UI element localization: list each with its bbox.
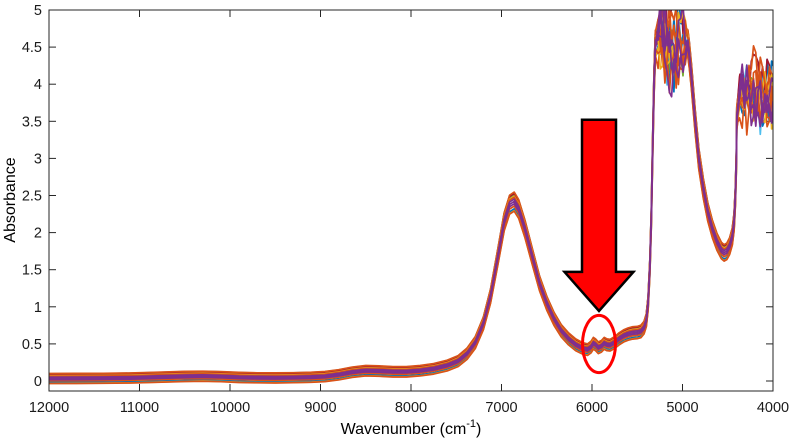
x-tick-label: 9000	[304, 400, 336, 416]
y-tick-label: 2	[34, 226, 42, 242]
highlight-ellipse-annotation	[581, 313, 617, 375]
spectrum-line	[49, 33, 773, 381]
y-tick-label: 3.5	[22, 114, 42, 130]
axes: 12000 11000 10000 9000 8000 7000 6000 5000 4000 0…	[22, 3, 789, 416]
down-arrow-annotation	[561, 118, 637, 313]
x-tick-label: 7000	[485, 400, 517, 416]
x-tick-label: 10000	[210, 400, 250, 416]
spectra-lines	[49, 10, 773, 385]
x-tick-label: 12000	[29, 400, 69, 416]
x-tick-label: 6000	[576, 400, 608, 416]
annotations	[561, 118, 637, 375]
x-axis-label-close: )	[476, 421, 481, 438]
x-tick-label: 11000	[120, 400, 159, 416]
x-axis-label: Wavenumber (cm-1)	[341, 418, 482, 438]
y-tick-label: 3	[34, 151, 42, 167]
spectrum-line	[49, 24, 773, 382]
spectrum-line	[49, 36, 773, 385]
y-tick-label: 0.5	[22, 337, 42, 353]
y-axis-label: Absorbance	[2, 157, 19, 242]
y-tick-label: 1	[34, 300, 42, 316]
y-tick-label: 2.5	[22, 189, 42, 205]
x-tick-label: 4000	[757, 400, 789, 416]
x-tick-label: 5000	[666, 400, 698, 416]
x-axis-label-main: Wavenumber (cm	[341, 421, 467, 438]
y-tick-label: 0	[34, 374, 42, 390]
y-tick-label: 4	[34, 77, 42, 93]
y-tick-label: 5	[34, 3, 42, 19]
x-tick-label: 8000	[395, 400, 427, 416]
x-axis-label-superscript: -1	[466, 418, 476, 430]
spectrum-line	[49, 10, 773, 380]
y-tick-label: 4.5	[22, 40, 42, 56]
y-tick-label: 1.5	[22, 263, 42, 279]
